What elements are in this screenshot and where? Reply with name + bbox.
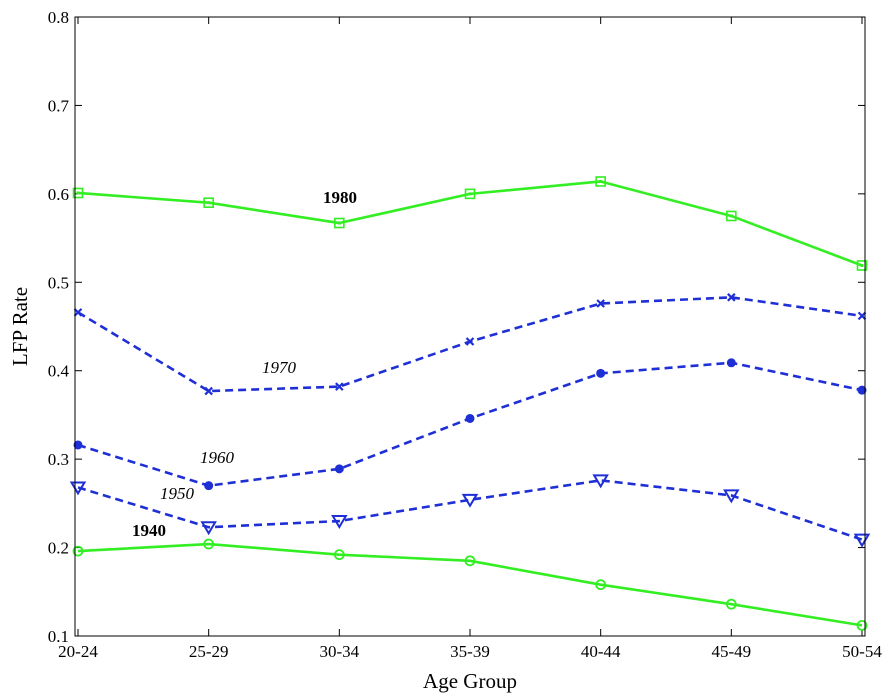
plot-frame (74, 16, 866, 637)
series-line-1970 (77, 296, 863, 393)
data-point-x (727, 293, 736, 302)
data-point-circle (857, 385, 867, 395)
data-point-triangle (461, 493, 479, 508)
y-tick-label: 0.5 (48, 273, 69, 292)
series-line-1960 (77, 361, 863, 487)
x-tick-label: 40-44 (581, 642, 621, 661)
series-1980 (72, 176, 868, 271)
series-label-1980: 1980 (323, 188, 357, 207)
data-point-circle (334, 464, 344, 474)
data-point-circle-open (464, 555, 476, 567)
data-point-square (203, 197, 214, 208)
data-point-x (857, 311, 867, 321)
series-label-1960: 1960 (200, 448, 235, 467)
data-point-square-center (76, 191, 80, 195)
x-tick-label: 20-24 (58, 642, 98, 661)
x-tick-label: 45-49 (711, 642, 751, 661)
data-point-circle-open (333, 549, 345, 561)
series-layer (69, 176, 871, 631)
data-point-x (596, 299, 605, 308)
series-line-1950 (77, 479, 863, 541)
series-label-layer: 1980 1970 1960 1950 1940 (132, 188, 357, 540)
data-point-square (464, 188, 476, 200)
data-point-triangle (331, 515, 348, 530)
x-tick-label: 35-39 (450, 642, 490, 661)
data-point-square-center (860, 263, 864, 267)
data-point-circle-open (856, 619, 868, 631)
data-point-square (856, 260, 868, 271)
data-point-triangle (200, 521, 217, 536)
data-point-circle-open (595, 579, 607, 591)
series-1970 (73, 293, 867, 396)
data-point-square-center (729, 214, 733, 218)
y-tick-label: 0.6 (48, 185, 69, 204)
data-point-circle-open (203, 538, 215, 550)
data-point-x (204, 386, 213, 396)
y-tick-label: 0.7 (48, 96, 70, 115)
data-point-circle (465, 413, 475, 423)
data-point-circle (726, 358, 736, 368)
data-point-triangle (723, 489, 740, 504)
x-tick-label: 50-54 (842, 642, 882, 661)
y-tick-label: 0.1 (48, 627, 69, 646)
data-point-x (335, 382, 344, 391)
data-point-square (726, 210, 737, 222)
data-point-square-center (337, 221, 341, 225)
data-point-triangle (853, 533, 871, 548)
series-1940 (72, 538, 868, 631)
y-tick-label: 0.2 (48, 539, 69, 558)
data-point-square-center (599, 179, 603, 183)
data-point-square-center (207, 201, 211, 205)
data-point-x (465, 337, 475, 346)
data-point-square (595, 176, 606, 187)
data-point-x (73, 308, 83, 317)
series-label-1970: 1970 (262, 358, 297, 377)
series-line-1940 (77, 542, 863, 627)
series-1960 (73, 358, 867, 491)
data-point-circle (73, 440, 83, 450)
x-tick-label: 30-34 (319, 642, 359, 661)
data-point-circle (204, 481, 214, 491)
data-point-circle-open (72, 545, 84, 557)
data-point-square-center (468, 192, 472, 196)
tick-layer: 0.1 0.2 0.3 0.4 0.5 0.6 0.7 0.8 20-24 25-29 30-34 3… (48, 8, 883, 661)
x-axis-title: Age Group (423, 669, 517, 693)
x-tick-label: 25-29 (189, 642, 229, 661)
y-tick-label: 0.3 (48, 450, 69, 469)
data-point-circle-open (725, 598, 737, 610)
series-1950 (69, 474, 871, 548)
y-tick-label: 0.4 (48, 362, 70, 381)
data-point-square (72, 187, 84, 199)
data-point-square (334, 217, 345, 229)
y-tick-label: 0.8 (48, 8, 69, 27)
series-label-1940: 1940 (132, 521, 166, 540)
data-point-triangle (592, 474, 609, 489)
y-axis-title: LFP Rate (8, 287, 32, 366)
data-point-circle (596, 368, 606, 378)
series-label-1950: 1950 (160, 484, 195, 503)
